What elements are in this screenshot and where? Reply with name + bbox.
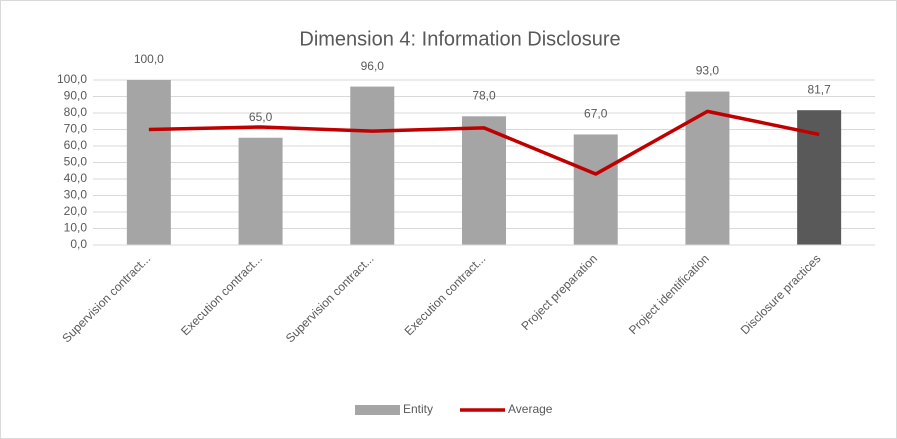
legend-swatch bbox=[355, 405, 400, 415]
y-tick-label: 50,0 bbox=[64, 155, 88, 169]
y-tick-label: 80,0 bbox=[64, 105, 88, 119]
y-tick-label: 20,0 bbox=[64, 204, 88, 218]
y-tick-label: 30,0 bbox=[64, 188, 88, 202]
legend-label: Entity bbox=[403, 402, 433, 416]
chart-title: Dimension 4: Information Disclosure bbox=[299, 28, 620, 50]
y-tick-label: 90,0 bbox=[64, 89, 88, 103]
y-tick-label: 40,0 bbox=[64, 171, 88, 185]
y-tick-label: 70,0 bbox=[64, 122, 88, 136]
bar bbox=[573, 134, 618, 245]
data-label: 67,0 bbox=[584, 107, 608, 121]
bar bbox=[685, 91, 730, 245]
data-label: 96,0 bbox=[361, 59, 385, 73]
y-tick-label: 10,0 bbox=[64, 221, 88, 235]
legend-label: Average bbox=[508, 402, 553, 416]
bar bbox=[126, 80, 171, 245]
data-label: 65,0 bbox=[249, 110, 273, 124]
y-tick-label: 0,0 bbox=[70, 237, 87, 251]
bar bbox=[350, 86, 395, 245]
y-tick-label: 60,0 bbox=[64, 138, 88, 152]
data-label: 100,0 bbox=[134, 52, 164, 66]
line bbox=[148, 109, 820, 176]
y-tick-label: 100,0 bbox=[57, 72, 87, 86]
bar bbox=[462, 116, 506, 245]
data-label: 81,7 bbox=[807, 82, 831, 96]
data-label: 93,0 bbox=[696, 64, 720, 78]
bar bbox=[238, 137, 283, 245]
data-label: 78,0 bbox=[472, 88, 496, 102]
